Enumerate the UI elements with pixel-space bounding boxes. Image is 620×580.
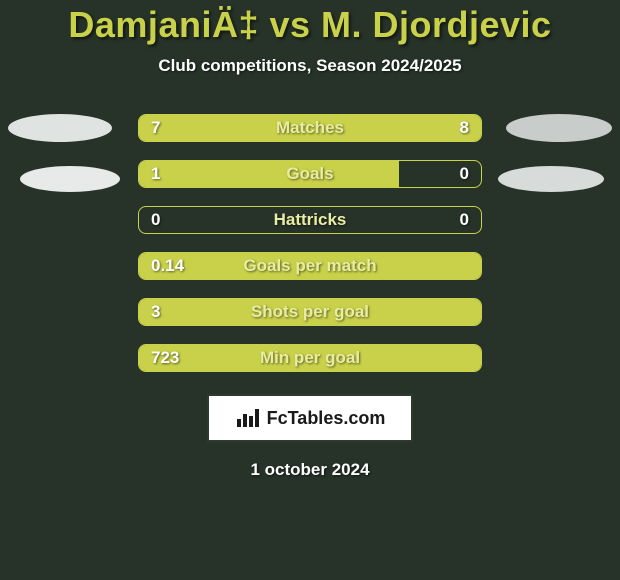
stat-bar: Hattricks0 0 (138, 206, 482, 234)
bar-value-right: 8 (448, 115, 481, 141)
bar-value-left: 7 (139, 115, 172, 141)
date-text: 1 october 2024 (250, 460, 369, 480)
bar-list: Matches78Goals10Hattricks00Goals per mat… (138, 114, 482, 372)
bar-label: Matches (139, 115, 481, 141)
bar-label: Goals (139, 161, 481, 187)
bar-value-right: 0 (448, 207, 481, 233)
stat-bar: Shots per goal3 (138, 298, 482, 326)
stat-bar: Min per goal723 (138, 344, 482, 372)
decorative-ellipse (498, 166, 604, 192)
brand-text: FcTables.com (267, 408, 386, 429)
decorative-ellipse (8, 114, 112, 142)
brand-box: FcTables.com (207, 394, 413, 442)
page-subtitle: Club competitions, Season 2024/2025 (158, 56, 461, 76)
stat-bar: Goals1 0 (138, 160, 482, 188)
decorative-ellipse (506, 114, 612, 142)
bar-value-left: 0.14 (139, 253, 196, 279)
page-title: DamjaniÄ‡ vs M. Djordjevic (68, 4, 551, 46)
stat-bar: Goals per match0.14 (138, 252, 482, 280)
content-root: DamjaniÄ‡ vs M. Djordjevic Club competit… (0, 0, 620, 580)
comparison-area: Matches78Goals10Hattricks00Goals per mat… (0, 114, 620, 372)
bar-value-left: 723 (139, 345, 191, 371)
decorative-ellipse (20, 166, 120, 192)
bar-value-left: 1 (139, 161, 172, 187)
bar-label: Shots per goal (139, 299, 481, 325)
bar-value-right: 0 (448, 161, 481, 187)
stat-bar: Matches7 8 (138, 114, 482, 142)
bar-value-left: 0 (139, 207, 172, 233)
bar-label: Hattricks (139, 207, 481, 233)
bars-icon (235, 407, 261, 429)
bar-value-left: 3 (139, 299, 172, 325)
